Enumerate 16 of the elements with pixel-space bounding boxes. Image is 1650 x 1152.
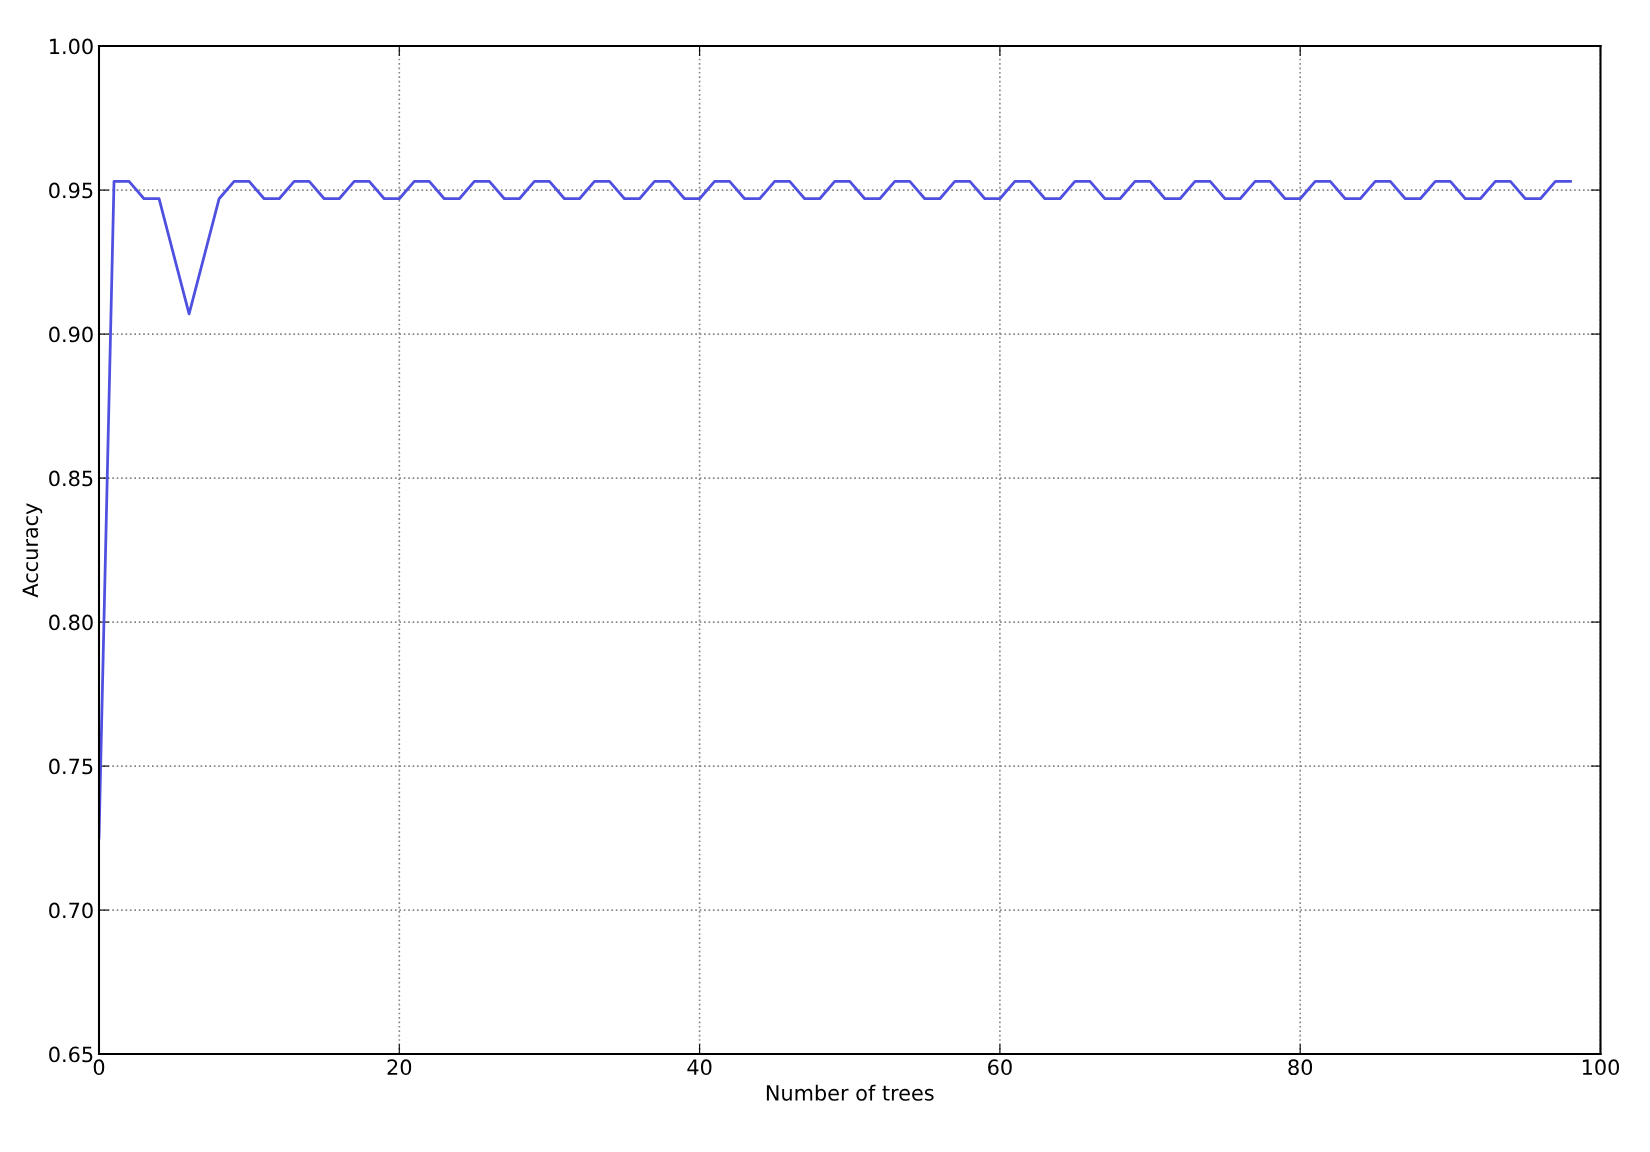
x-tick-label: 60 [988, 1059, 1012, 1076]
y-tick-label: 0.80 [49, 614, 93, 631]
y-axis-title: Accuracy [22, 503, 43, 598]
x-tick-label: 80 [1288, 1059, 1313, 1076]
y-tick-label: 0.85 [49, 470, 93, 487]
x-tick-label: 100 [1582, 1059, 1619, 1076]
x-tick-label: 0 [93, 1059, 105, 1076]
y-tick-label: 0.95 [49, 182, 93, 199]
x-tick-label: 40 [687, 1059, 712, 1076]
x-axis-title: Number of trees [766, 1084, 934, 1101]
y-tick-label: 0.90 [49, 326, 93, 343]
y-tick-label: 0.75 [49, 758, 93, 775]
y-tick-label: 0.65 [49, 1046, 93, 1063]
x-tick-label: 20 [387, 1059, 412, 1076]
y-tick-label: 1.00 [50, 38, 93, 55]
y-tick-label: 0.70 [49, 902, 93, 919]
